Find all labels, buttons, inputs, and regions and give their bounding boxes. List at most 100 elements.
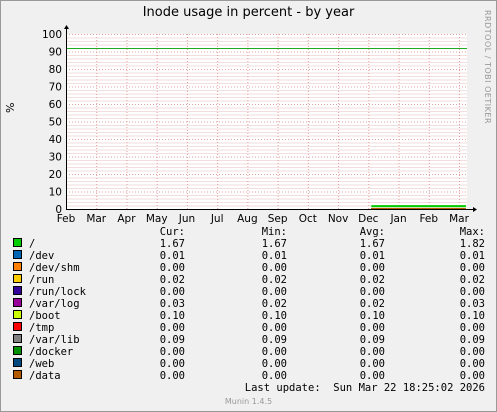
legend-name: /var/log [29,298,80,310]
legend-row: /tmp 0.00 0.00 0.00 0.00 [0,322,497,334]
legend-row: /data 0.00 0.00 0.00 0.00 [0,370,497,382]
legend-swatch [13,262,22,271]
legend-header-avg: Avg: [359,226,385,238]
legend-row: / 1.67 1.67 1.67 1.82 [0,238,497,250]
legend-header: Cur: Min: Avg: Max: [0,226,497,238]
legend-avg: 0.00 [359,370,385,382]
legend-swatch [13,358,22,367]
legend-cur: 0.09 [159,334,185,346]
x-tick-label: Oct [299,213,317,225]
legend-max: 0.00 [459,370,485,382]
legend-rows: / 1.67 1.67 1.67 1.82/dev 0.01 0.01 0.01 0.01/de… [0,238,497,382]
legend-max: 0.10 [459,310,485,322]
y-tick-label: 90 [49,47,62,59]
legend-name: /dev [29,250,55,262]
legend-avg: 0.02 [359,298,385,310]
x-tick-label: Sep [268,213,288,225]
munin-version: Munin 1.4.5 [224,397,273,406]
legend-max: 0.01 [459,250,485,262]
legend-name: /var/lib [29,334,80,346]
legend-avg: 0.10 [359,310,385,322]
legend-min: 0.00 [261,286,287,298]
y-tick-label: 100 [42,29,62,41]
x-tick-label: Apr [117,213,136,225]
legend-cur: 0.00 [159,286,185,298]
legend-cur: 0.03 [159,298,185,310]
legend-max: 1.82 [459,238,485,250]
y-axis-arrow [64,25,69,29]
x-tick-label: May [146,213,168,225]
x-tick-label: Nov [328,213,349,225]
last-update: Last update: Sun Mar 22 18:25:02 2026 [244,382,485,394]
y-tick-label: 70 [49,82,62,94]
legend-row: /web 0.00 0.00 0.00 0.00 [0,358,497,370]
legend-name: / [29,238,36,250]
legend-name: /dev/shm [29,262,80,274]
y-tick-label: 10 [49,187,62,199]
x-tick-label: Mar [86,213,106,225]
plot-area: 0 10 20 30 40 50 60 70 80 90 100 Feb Mar Apr May Jun Jul… [42,25,477,225]
legend-avg: 0.00 [359,322,385,334]
legend-row: /boot 0.10 0.10 0.10 0.10 [0,310,497,322]
legend-row: /run/lock 0.00 0.00 0.00 0.00 [0,286,497,298]
legend-cur: 0.00 [159,358,185,370]
y-tick-label: 0 [55,204,62,216]
legend-name: /run/lock [29,286,86,298]
x-tick-label: Feb [57,213,76,225]
legend-cur: 1.67 [159,238,185,250]
legend-min: 1.67 [261,238,287,250]
y-tick-label: 50 [49,117,62,129]
legend-cur: 0.00 [159,370,185,382]
x-tick-label: Jan [389,213,406,225]
legend-header-cur: Cur: [159,226,185,238]
legend-cur: 0.02 [159,274,185,286]
legend-swatch [13,286,22,295]
legend-min: 0.00 [261,358,287,370]
x-tick-label: Aug [237,213,258,225]
x-tick-label: Jun [178,213,195,225]
legend-cur: 0.01 [159,250,185,262]
legend-name: /boot [29,310,61,322]
rrdtool-credit: RRDTOOL / TOBI OETIKER [483,10,492,125]
legend-row: /dev/shm 0.00 0.00 0.00 0.00 [0,262,497,274]
legend-min: 0.10 [261,310,287,322]
legend-cur: 0.10 [159,310,185,322]
legend-min: 0.09 [261,334,287,346]
legend-min: 0.00 [261,262,287,274]
legend-min: 0.01 [261,250,287,262]
legend-swatch [13,310,22,319]
legend-header-max: Max: [459,226,485,238]
legend-swatch [13,238,22,247]
legend-max: 0.03 [459,298,485,310]
x-tick-label: Dec [358,213,379,225]
legend-avg: 0.02 [359,274,385,286]
legend-name: /run [29,274,55,286]
legend-min: 0.00 [261,370,287,382]
legend-row: /var/log 0.03 0.02 0.02 0.03 [0,298,497,310]
legend-avg: 0.01 [359,250,385,262]
legend-swatch [13,298,22,307]
legend-swatch [13,250,22,259]
x-axis-arrow [473,207,477,212]
legend-avg: 0.09 [359,334,385,346]
legend-min: 0.02 [261,298,287,310]
legend-max: 0.00 [459,286,485,298]
legend-max: 0.00 [459,322,485,334]
legend-avg: 1.67 [359,238,385,250]
legend-swatch [13,346,22,355]
legend-name: /web [29,358,55,370]
legend-header-min: Min: [261,226,287,238]
x-tick-label: Feb [419,213,438,225]
legend-cur: 0.00 [159,262,185,274]
legend-max: 0.00 [459,262,485,274]
legend-name: /data [29,370,61,382]
legend-row: /dev 0.01 0.01 0.01 0.01 [0,250,497,262]
y-tick-label: 60 [49,99,62,111]
legend-avg: 0.00 [359,358,385,370]
legend: Cur: Min: Avg: Max: / 1.67 1.67 1.67 1.82/de… [0,226,497,382]
legend-row: /var/lib 0.09 0.09 0.09 0.09 [0,334,497,346]
legend-name: /docker [29,346,74,358]
y-tick-label: 20 [49,169,62,181]
legend-max: 0.09 [459,334,485,346]
legend-cur: 0.00 [159,322,185,334]
